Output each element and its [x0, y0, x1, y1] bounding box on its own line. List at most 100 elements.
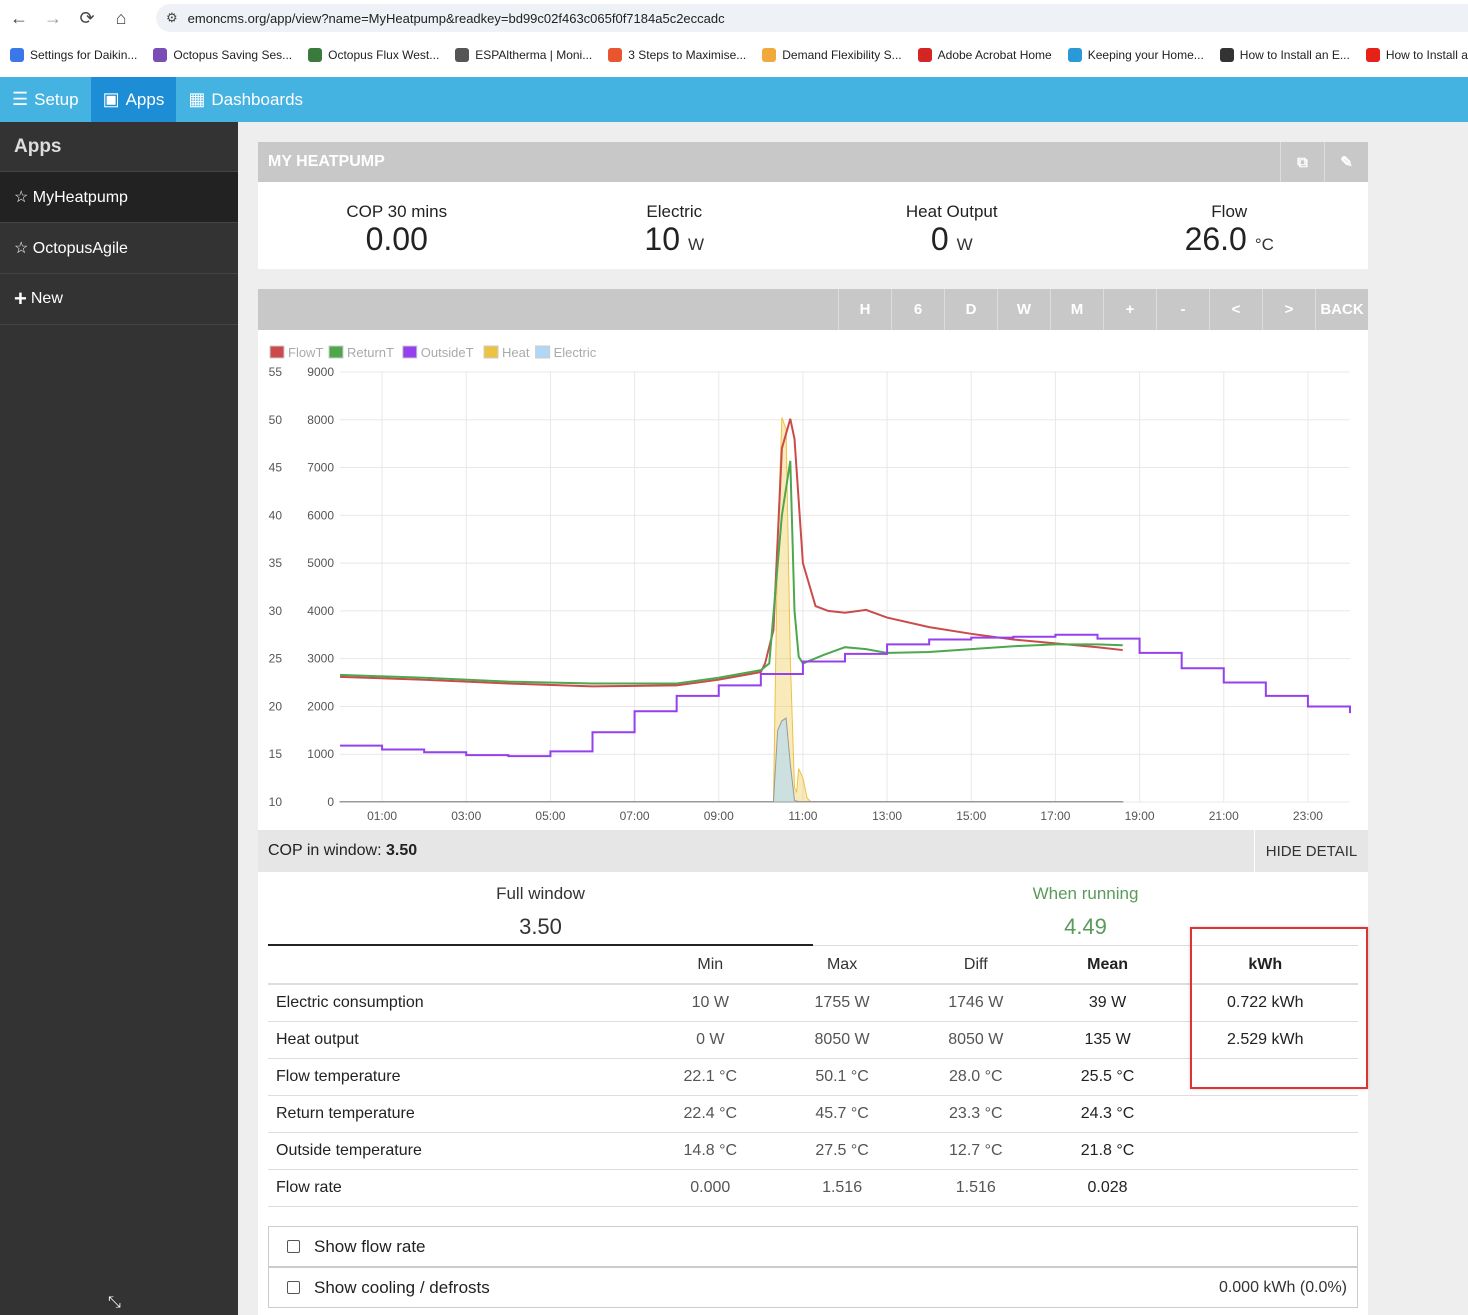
home-icon[interactable]: ⌂ — [115, 7, 127, 28]
table-row: Outside temperature 14.8 °C 27.5 °C 12.7 °C… — [268, 1132, 1358, 1170]
table-cell: 22.4 °C — [645, 1095, 776, 1133]
table-cell — [1172, 1132, 1358, 1170]
tab-when-running[interactable]: When running 4.49 — [813, 872, 1358, 946]
legend-swatch — [269, 345, 285, 359]
x-tick-label: 05:00 — [535, 809, 565, 823]
table-cell: Flow rate — [268, 1169, 646, 1207]
table-cell: Outside temperature — [268, 1132, 646, 1170]
x-tick-label: 13:00 — [872, 809, 902, 823]
sidebar: Apps ☆ MyHeatpump ☆ OctopusAgile + New ⤡ — [0, 122, 238, 1315]
x-tick-label: 09:00 — [704, 809, 734, 823]
bookmark-item[interactable]: Octopus Flux West... — [308, 48, 439, 62]
kwh-highlight-box — [1190, 927, 1368, 1089]
bookmark-favicon-icon — [762, 48, 777, 62]
bookmark-favicon-icon — [1365, 48, 1380, 62]
bookmark-item[interactable]: Settings for Daikin... — [10, 48, 137, 62]
bookmark-item[interactable]: Adobe Acrobat Home — [917, 48, 1052, 62]
back-icon[interactable]: ← — [10, 7, 28, 28]
url-text: emoncms.org/app/view?name=MyHeatpump&rea… — [187, 10, 725, 26]
table-cell: 1.516 — [775, 1169, 909, 1207]
table-row: Flow rate 0.000 1.516 1.516 0.028 — [268, 1169, 1358, 1207]
bookmarks-bar: Settings for Daikin... Octopus Saving Ses… — [0, 42, 1468, 68]
chart-button[interactable]: BACK — [1315, 289, 1368, 330]
sidebar-item-new[interactable]: + New — [0, 274, 238, 325]
option-show-flow-rate[interactable]: Show flow rate — [268, 1226, 1358, 1267]
table-row: Flow temperature 22.1 °C 50.1 °C 28.0 °C 25.… — [268, 1058, 1358, 1096]
table-header: Max — [775, 946, 909, 985]
chart-button[interactable]: 6 — [891, 289, 944, 330]
y-right-tick-label: 3000 — [307, 652, 334, 666]
share-icon[interactable]: ⧉ — [1280, 142, 1324, 182]
table-cell: 8050 W — [908, 1021, 1043, 1059]
sidebar-item-octopusagile[interactable]: ☆ OctopusAgile — [0, 223, 238, 274]
nav-setup[interactable]: ☰ Setup — [12, 89, 79, 109]
dashboard-icon: ▦ — [188, 89, 206, 109]
x-tick-label: 23:00 — [1293, 809, 1323, 823]
forward-icon[interactable]: → — [44, 7, 62, 28]
table-header — [268, 946, 646, 985]
table-cell: Return temperature — [268, 1095, 646, 1133]
chart-button[interactable]: - — [1156, 289, 1209, 330]
legend-swatch — [535, 345, 551, 359]
wrench-icon[interactable]: ✎ — [1324, 142, 1368, 182]
table-cell: 23.3 °C — [908, 1095, 1043, 1133]
hide-detail-button[interactable]: HIDE DETAIL — [1254, 830, 1368, 872]
nav-apps[interactable]: ▣ Apps — [90, 77, 177, 122]
option-show-cooling[interactable]: Show cooling / defrosts 0.000 kWh (0.0%) — [268, 1267, 1358, 1308]
table-row: Electric consumption 10 W 1755 W 1746 W 39 W… — [268, 984, 1358, 1022]
legend-swatch — [402, 345, 418, 359]
table-header: Mean — [1042, 946, 1173, 985]
y-right-tick-label: 2000 — [307, 699, 334, 713]
tab-full-window[interactable]: Full window 3.50 — [268, 872, 813, 946]
chart-button[interactable]: < — [1209, 289, 1262, 330]
site-settings-icon[interactable]: ⚙ — [166, 10, 178, 25]
table-cell: 0.028 — [1042, 1169, 1173, 1207]
stat-electric: Electric 10 W — [644, 202, 705, 257]
cop-tabs: Full window 3.50 When running 4.49 — [268, 872, 1358, 946]
show-cooling-checkbox[interactable] — [287, 1281, 300, 1294]
y-right-tick-label: 5000 — [307, 556, 334, 570]
bookmark-item[interactable]: 3 Steps to Maximise... — [608, 48, 746, 62]
chart-button[interactable]: > — [1262, 289, 1315, 330]
bookmark-item[interactable]: Octopus Saving Ses... — [153, 48, 292, 62]
chart-button[interactable]: H — [838, 289, 891, 330]
bookmark-favicon-icon — [1067, 48, 1082, 62]
bookmark-item[interactable]: Keeping your Home... — [1067, 48, 1204, 62]
bookmark-item[interactable]: How to Install an E... — [1219, 48, 1350, 62]
table-header: Min — [645, 946, 776, 985]
chart-button[interactable]: D — [944, 289, 997, 330]
y-left-tick-label: 15 — [269, 747, 283, 761]
collapse-icon[interactable]: ⤡ — [108, 1294, 121, 1311]
main-content: MY HEATPUMP ⧉ ✎ COP 30 mins 0.00 Electri… — [238, 122, 1468, 1315]
legend-label: FlowT — [288, 345, 323, 360]
table-cell: 2.529 kWh — [1172, 1021, 1358, 1059]
reload-icon[interactable]: ⟳ — [79, 7, 95, 28]
chart-button[interactable]: M — [1050, 289, 1103, 330]
bookmark-favicon-icon — [455, 48, 470, 62]
show-flow-rate-checkbox[interactable] — [287, 1240, 300, 1253]
table-cell: 50.1 °C — [775, 1058, 909, 1096]
returnt-series-line — [339, 460, 1123, 685]
y-right-tick-label: 9000 — [307, 365, 334, 379]
bookmark-item[interactable]: How to Install a — [1365, 48, 1468, 62]
bookmark-item[interactable]: Demand Flexibility S... — [762, 48, 902, 62]
table-cell: 39 W — [1042, 984, 1173, 1022]
chart-button[interactable]: W — [997, 289, 1050, 330]
x-tick-label: 21:00 — [1209, 809, 1239, 823]
table-cell: 45.7 °C — [775, 1095, 909, 1133]
chart-button[interactable]: + — [1103, 289, 1156, 330]
bookmark-item[interactable]: ESPAltherma | Moni... — [455, 48, 592, 62]
sidebar-item-myheatpump[interactable]: ☆ MyHeatpump — [0, 172, 238, 223]
table-cell: 0.000 — [645, 1169, 776, 1207]
x-tick-label: 03:00 — [451, 809, 481, 823]
table-header: Diff — [908, 946, 1043, 985]
table-cell — [1172, 1058, 1358, 1096]
table-cell: 21.8 °C — [1042, 1132, 1173, 1170]
address-bar[interactable]: ⚙ emoncms.org/app/view?name=MyHeatpump&r… — [156, 4, 1468, 32]
table-cell: 14.8 °C — [645, 1132, 776, 1170]
table-cell: 27.5 °C — [775, 1132, 909, 1170]
table-cell: 25.5 °C — [1042, 1058, 1173, 1096]
y-left-tick-label: 55 — [269, 365, 283, 379]
nav-dashboards[interactable]: ▦ Dashboards — [188, 89, 304, 109]
